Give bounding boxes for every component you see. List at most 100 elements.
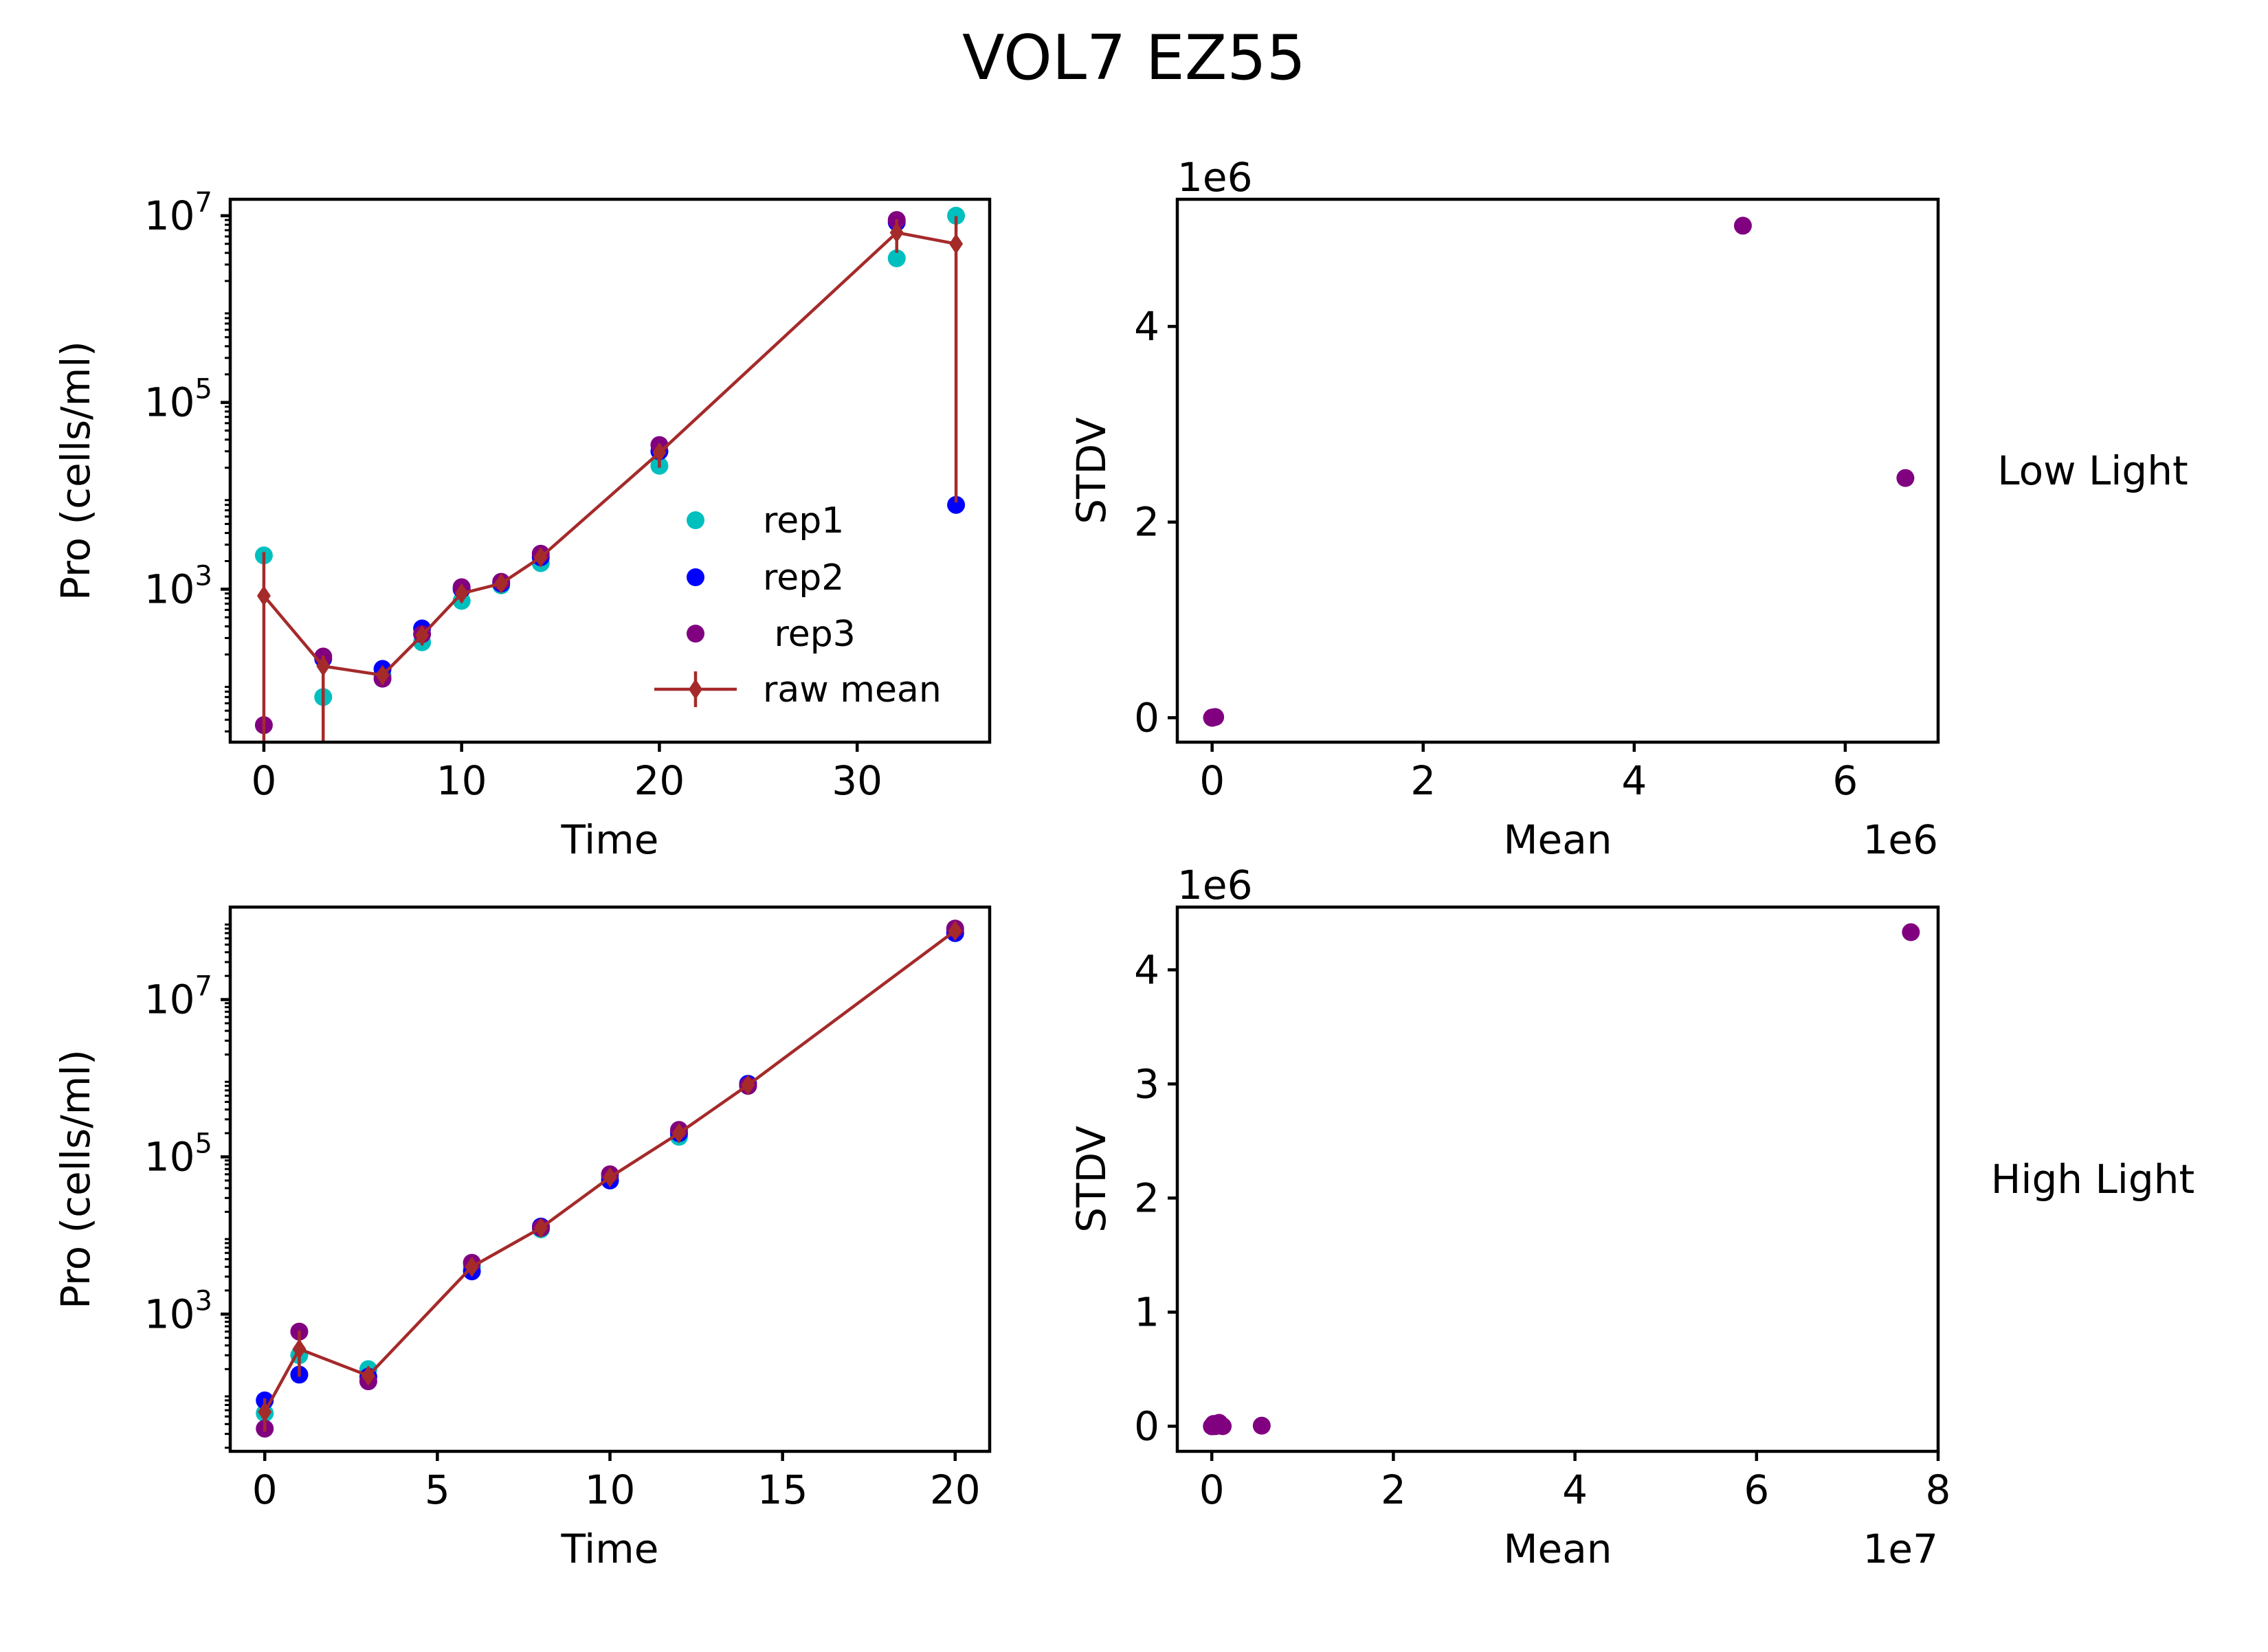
y-tick-label: 103 <box>144 1285 212 1337</box>
series-points <box>1203 923 1920 1436</box>
mean-point <box>534 1217 548 1238</box>
series-rep1 <box>254 206 966 706</box>
mean-point <box>671 1123 686 1144</box>
x-axis-label: Time <box>561 1526 659 1572</box>
legend-marker <box>687 568 704 586</box>
y-tick-label-exponent: 7 <box>195 187 212 219</box>
mean-point <box>292 1339 307 1360</box>
y-tick-label: 107 <box>144 971 212 1023</box>
plot-area <box>254 206 966 742</box>
mean-point <box>361 1365 375 1386</box>
mean-point <box>375 665 390 686</box>
y-tick-label-base: 10 <box>144 192 195 239</box>
x-tick-label: 8 <box>1926 1466 1951 1513</box>
data-point <box>887 249 906 267</box>
mean-point <box>454 583 469 604</box>
y-tick-label: 105 <box>144 1128 212 1180</box>
series-raw-mean <box>256 216 964 742</box>
x-offset-text: 1e7 <box>1863 1526 1939 1572</box>
x-tick-label: 10 <box>436 757 487 804</box>
y-axis-label: Pro (cells/ml) <box>52 1049 99 1309</box>
y-tick-label-exponent: 5 <box>195 374 212 405</box>
y-tick-label-exponent: 7 <box>195 971 212 1003</box>
y-tick-label-base: 10 <box>144 976 195 1023</box>
y-tick-label: 0 <box>1134 694 1159 741</box>
y-tick-label-base: 10 <box>144 566 195 612</box>
y-tick-label: 4 <box>1134 946 1159 993</box>
x-tick-label: 0 <box>1199 757 1225 804</box>
figure-title: VOL7 EZ55 <box>962 22 1306 94</box>
plot-area <box>256 919 964 1438</box>
x-tick-label: 10 <box>585 1466 636 1513</box>
y-axis-label: Pro (cells/ml) <box>52 341 99 601</box>
y-tick-label: 2 <box>1134 1174 1159 1221</box>
legend-label: rep2 <box>763 557 844 599</box>
x-tick-label: 5 <box>425 1466 450 1513</box>
mean-point <box>494 573 509 594</box>
data-point <box>1902 923 1920 941</box>
mean-point <box>889 222 904 243</box>
x-offset-text: 1e6 <box>1863 816 1939 863</box>
x-tick-label: 6 <box>1832 757 1858 804</box>
axes-frame <box>1175 197 1940 744</box>
series-points <box>1203 216 1915 727</box>
y-tick-label: 1 <box>1134 1288 1159 1335</box>
y-tick-label: 103 <box>144 560 212 612</box>
y-tick-label-exponent: 5 <box>195 1128 212 1159</box>
legend-label: rep3 <box>763 614 856 655</box>
x-tick-label: 4 <box>1562 1466 1588 1513</box>
x-tick-label: 6 <box>1744 1466 1769 1513</box>
x-tick-label: 30 <box>832 757 882 804</box>
plot-area <box>1203 216 1915 727</box>
legend: rep1 rep2 rep3 raw mean <box>654 500 942 711</box>
y-axis-label: STDV <box>1068 1126 1115 1233</box>
mean-point <box>949 233 964 254</box>
y-tick-label-base: 10 <box>144 1291 195 1337</box>
y-tick-label-exponent: 3 <box>195 560 212 592</box>
data-point <box>1896 469 1915 487</box>
x-axis-label: Mean <box>1503 816 1612 863</box>
legend-marker <box>689 679 702 700</box>
mean-line <box>263 231 957 677</box>
mean-point <box>741 1074 755 1095</box>
x-tick-label: 2 <box>1381 1466 1406 1513</box>
plot-area <box>1203 923 1920 1436</box>
x-tick-label: 15 <box>757 1466 808 1513</box>
series-raw-mean <box>258 920 962 1432</box>
y-tick-label-base: 10 <box>144 379 195 426</box>
axes-frame <box>1175 905 1940 1453</box>
mean-point <box>415 625 430 646</box>
x-tick-label: 20 <box>634 757 685 804</box>
y-tick-label-base: 10 <box>144 1133 195 1180</box>
series-rep3 <box>254 211 906 735</box>
data-point <box>1252 1416 1271 1435</box>
mean-point <box>465 1256 479 1277</box>
data-point <box>947 206 966 225</box>
data-point <box>1206 708 1225 726</box>
x-tick-label: 20 <box>930 1466 981 1513</box>
data-point <box>1210 1414 1228 1432</box>
y-offset-text: 1e6 <box>1177 862 1253 908</box>
y-tick-label: 105 <box>144 374 212 426</box>
chart-panel-4: 0 2 4 6 8 0 1 2 3 4 Mean STDV 1e6 1e7 High Light <box>1068 862 2194 1572</box>
mean-point <box>603 1167 617 1188</box>
legend-label: rep1 <box>763 500 844 542</box>
data-point <box>947 495 966 514</box>
x-axis-label: Time <box>561 816 659 863</box>
y-tick-label: 3 <box>1134 1060 1159 1107</box>
y-tick-label: 4 <box>1134 303 1159 350</box>
legend-marker <box>687 625 704 643</box>
y-offset-text: 1e6 <box>1177 154 1253 201</box>
mean-point <box>652 442 667 463</box>
x-tick-label: 0 <box>252 1466 278 1513</box>
x-axis-label: Mean <box>1503 1526 1612 1572</box>
y-tick-label-exponent: 3 <box>195 1285 212 1317</box>
y-tick-label: 0 <box>1134 1403 1159 1449</box>
x-tick-label: 0 <box>251 757 276 804</box>
data-point <box>1733 216 1752 235</box>
